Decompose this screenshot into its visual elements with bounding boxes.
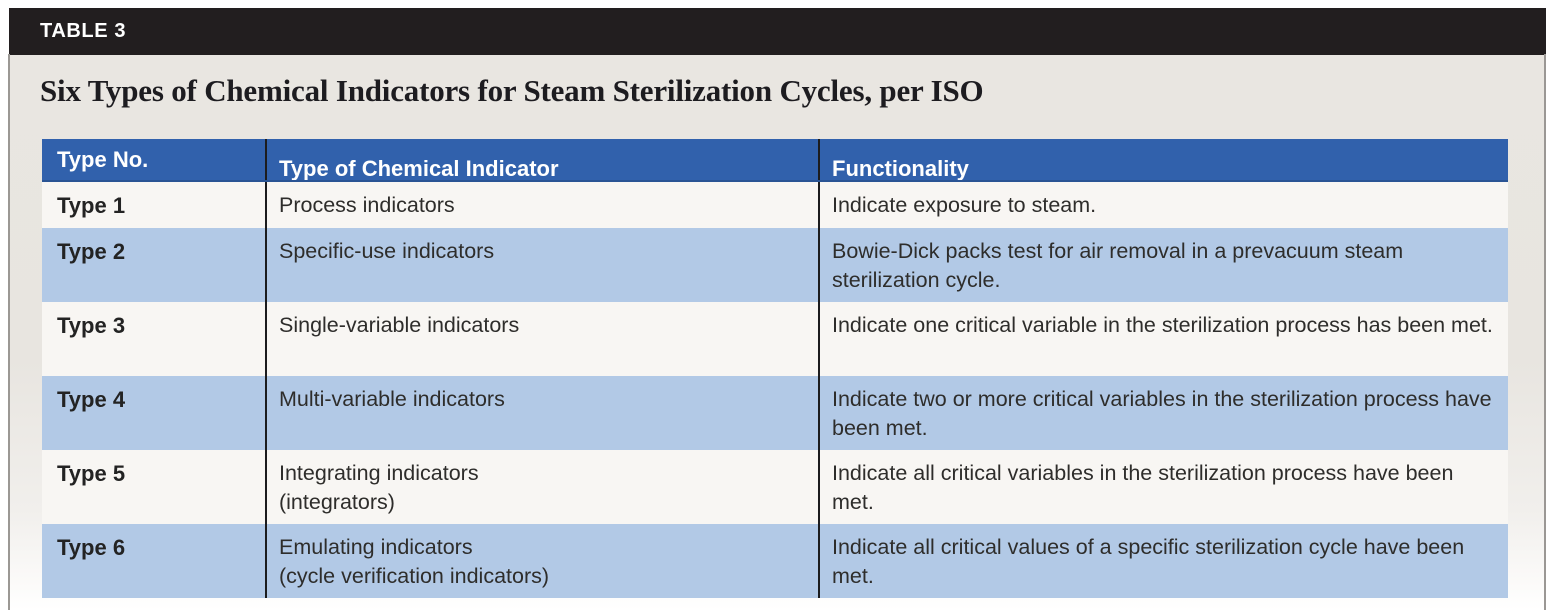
cell-functionality: Bowie-Dick packs test for air removal in… — [818, 228, 1508, 302]
cell-indicator: Emulating indicators (cycle verification… — [265, 524, 818, 598]
cell-indicator: Single-variable indicators — [265, 302, 818, 376]
cell-type-no: Type 3 — [57, 313, 126, 338]
cell-functionality: Indicate one critical variable in the st… — [818, 302, 1508, 376]
table-row-type-4: Type 4 Multi-variable indicators Indicat… — [42, 376, 1508, 450]
table-title: Six Types of Chemical Indicators for Ste… — [40, 73, 984, 108]
table-row-type-6: Type 6 Emulating indicators (cycle verif… — [42, 524, 1508, 598]
functionality-text: Indicate all critical values of a specif… — [832, 535, 1465, 588]
functionality-text: Indicate two or more critical variables … — [832, 387, 1492, 440]
cell-indicator: Multi-variable indicators — [265, 376, 818, 450]
cell-functionality: Indicate two or more critical variables … — [818, 376, 1508, 450]
indicator-name: Process indicators — [279, 193, 455, 217]
table-row-type-5: Type 5 Integrating indicators (integrato… — [42, 450, 1508, 524]
indicator-alt-name: (cycle verification indicators) — [279, 564, 550, 588]
indicator-name: Multi-variable indicators — [279, 387, 505, 411]
cell-functionality: Indicate all critical values of a specif… — [818, 524, 1508, 598]
functionality-text: Indicate all critical variables in the s… — [832, 461, 1454, 514]
table-label-bar: TABLE 3 — [9, 8, 1546, 55]
column-header-functionality: Functionality — [818, 139, 1508, 180]
cell-type-no: Type 5 — [57, 461, 126, 486]
indicator-name: Integrating indicators — [279, 461, 479, 485]
content-panel: Six Types of Chemical Indicators for Ste… — [10, 55, 1544, 610]
cell-functionality: Indicate exposure to steam. — [818, 182, 1508, 228]
table-row-type-3: Type 3 Single-variable indicators Indica… — [42, 302, 1508, 376]
table-label: TABLE 3 — [40, 20, 127, 42]
page-edge-left — [8, 54, 10, 610]
cell-type-no: Type 6 — [57, 535, 126, 560]
indicator-alt-name: (integrators) — [279, 490, 395, 514]
cell-indicator: Integrating indicators (integrators) — [265, 450, 818, 524]
indicator-name: Specific-use indicators — [279, 239, 495, 263]
indicators-table: Type No. Type of Chemical Indicator Func… — [42, 139, 1508, 598]
indicator-name: Single-variable indicators — [279, 313, 520, 337]
table-header-row: Type No. Type of Chemical Indicator Func… — [42, 139, 1508, 182]
indicator-name: Emulating indicators — [279, 535, 473, 559]
column-header-indicator-type: Type of Chemical Indicator — [265, 139, 818, 180]
cell-functionality: Indicate all critical variables in the s… — [818, 450, 1508, 524]
functionality-text: Bowie-Dick packs test for air removal in… — [832, 239, 1404, 292]
cell-indicator: Process indicators — [265, 182, 818, 228]
functionality-text: Indicate one critical variable in the st… — [832, 313, 1493, 337]
page-edge-right — [1544, 54, 1546, 610]
cell-type-no: Type 2 — [57, 239, 126, 264]
table-row-type-2: Type 2 Specific-use indicators Bowie-Dic… — [42, 228, 1508, 302]
cell-type-no: Type 1 — [57, 193, 126, 218]
functionality-text: Indicate exposure to steam. — [832, 193, 1097, 217]
cell-type-no: Type 4 — [57, 387, 126, 412]
column-header-type-no: Type No. — [57, 147, 149, 172]
table-row-type-1: Type 1 Process indicators Indicate expos… — [42, 182, 1508, 228]
cell-indicator: Specific-use indicators — [265, 228, 818, 302]
